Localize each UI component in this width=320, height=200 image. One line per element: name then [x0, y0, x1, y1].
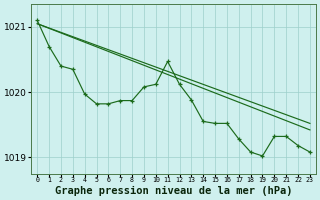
- X-axis label: Graphe pression niveau de la mer (hPa): Graphe pression niveau de la mer (hPa): [55, 186, 292, 196]
